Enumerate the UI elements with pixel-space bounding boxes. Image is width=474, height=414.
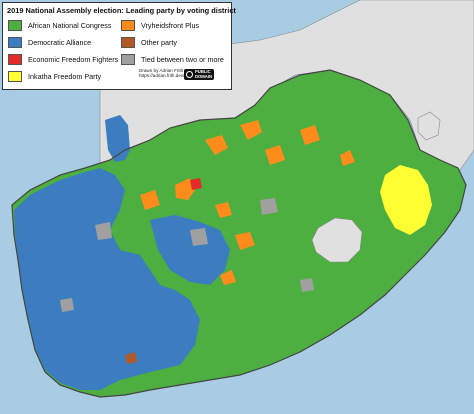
credit-author: Drawn by Adrian Frith [139, 68, 184, 73]
da-swatch [8, 37, 22, 48]
map-credit: Drawn by Adrian Frith https://adrian.fri… [139, 68, 184, 79]
legend-label-vf: Vryheidsfront Plus [141, 21, 200, 30]
legend-item-other: Other party [121, 37, 177, 48]
legend-item-da: Democratic Alliance [8, 37, 91, 48]
other-swatch [121, 37, 135, 48]
legend-label-tied: Tied between two or more [141, 55, 224, 64]
da-central-patch [150, 215, 230, 285]
national-border [11, 69, 467, 398]
legend-title: 2019 National Assembly election: Leading… [7, 6, 236, 15]
other-party-patch [125, 352, 137, 364]
lesotho [311, 217, 363, 263]
public-domain-badge: PUBLIC DOMAIN [184, 69, 214, 80]
credit-url: https://adrian.frith.dev/ [139, 73, 185, 79]
anc-swatch [8, 20, 22, 31]
legend-label-anc: African National Congress [28, 21, 112, 30]
tied-patches [60, 198, 314, 312]
legend-label-other: Other party [141, 38, 177, 47]
public-domain-label: PUBLIC DOMAIN [195, 68, 212, 79]
legend-item-eff: Economic Freedom Fighters [8, 54, 118, 65]
public-domain-line1: PUBLIC [195, 68, 211, 74]
ifp-kzn-region [380, 165, 432, 235]
eff-patch [190, 178, 202, 190]
map-legend: 2019 National Assembly election: Leading… [2, 2, 236, 90]
tied-swatch [121, 54, 135, 65]
ifp-swatch [8, 71, 22, 82]
da-western-region [14, 168, 200, 390]
legend-label-da: Democratic Alliance [28, 38, 92, 47]
legend-item-vf: Vryheidsfront Plus [121, 20, 199, 31]
vf-plus-patches [140, 120, 355, 285]
eff-swatch [8, 54, 22, 65]
public-domain-line2: DOMAIN [195, 73, 212, 79]
legend-label-ifp: Inkatha Freedom Party [28, 72, 102, 81]
legend-item-ifp: Inkatha Freedom Party [8, 71, 101, 82]
legend-item-tied: Tied between two or more [121, 54, 224, 65]
eswatini [417, 111, 441, 141]
legend-item-anc: African National Congress [8, 20, 112, 31]
vf-swatch [121, 20, 135, 31]
public-domain-icon [186, 71, 193, 78]
legend-label-eff: Economic Freedom Fighters [28, 55, 119, 64]
